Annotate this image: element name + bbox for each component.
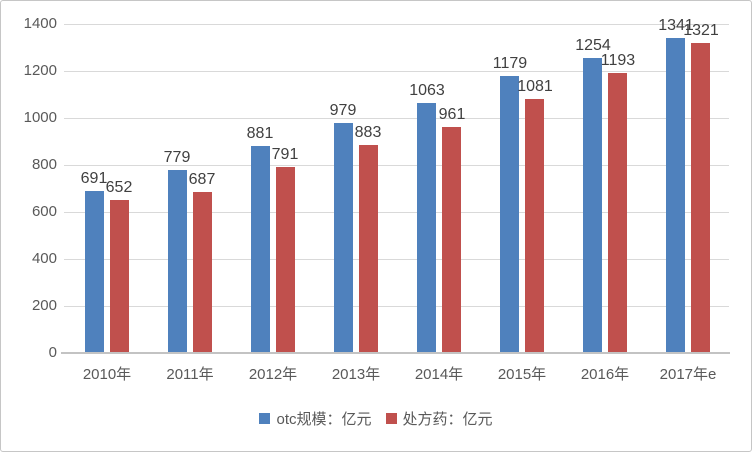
rx-bar xyxy=(608,73,627,353)
rx-value-label: 791 xyxy=(271,146,299,163)
otc-bar xyxy=(251,146,270,353)
otc-value-label: 979 xyxy=(329,102,357,119)
rx-bar xyxy=(276,167,295,353)
otc-value-label: 1179 xyxy=(492,55,528,72)
x-axis-category-label: 2011年 xyxy=(166,366,214,383)
y-axis-tick-label: 0 xyxy=(48,344,57,361)
otc-bar xyxy=(417,103,436,353)
otc-bar xyxy=(500,76,519,353)
rx-value-label: 652 xyxy=(105,179,133,196)
otc-legend-label: otc规模：亿元 xyxy=(276,411,372,428)
otc-value-label: 1254 xyxy=(575,37,611,54)
rx-bar xyxy=(110,200,129,353)
otc-bar xyxy=(334,123,353,353)
y-axis-tick-label: 1400 xyxy=(23,15,57,32)
otc-legend-swatch-icon xyxy=(259,413,271,424)
gridline-y-1400 xyxy=(64,24,729,25)
x-axis-category-label: 2010年 xyxy=(82,366,132,383)
rx-bar xyxy=(359,145,378,353)
x-axis-category-label: 2017年e xyxy=(659,366,717,383)
gridline-y-800 xyxy=(64,165,729,166)
y-axis-tick-label: 1200 xyxy=(23,62,57,79)
x-axis-category-label: 2014年 xyxy=(414,366,464,383)
rx-value-label: 687 xyxy=(188,171,216,188)
y-axis-tick-label: 600 xyxy=(31,203,57,220)
rx-bar xyxy=(442,127,461,353)
otc-bar xyxy=(583,58,602,353)
otc-bar xyxy=(85,191,104,353)
rx-value-label: 1193 xyxy=(600,52,636,69)
rx-bar xyxy=(525,99,544,353)
x-axis-category-label: 2016年 xyxy=(580,366,630,383)
rx-value-label: 961 xyxy=(438,106,466,123)
rx-value-label: 1081 xyxy=(517,78,553,95)
x-axis-category-label: 2015年 xyxy=(497,366,547,383)
x-axis-line xyxy=(61,352,730,354)
otc-value-label: 691 xyxy=(80,170,108,187)
rx-legend-label: 处方药：亿元 xyxy=(402,411,493,428)
x-axis-category-label: 2013年 xyxy=(331,366,381,383)
rx-value-label: 1321 xyxy=(683,22,719,39)
gridline-y-600 xyxy=(64,212,729,213)
legend-item-rx: 处方药：亿元 xyxy=(385,408,493,429)
otc-value-label: 1341 xyxy=(658,17,694,34)
otc-value-label: 1063 xyxy=(409,82,445,99)
otc-value-label: 881 xyxy=(246,125,274,142)
gridline-y-400 xyxy=(64,259,729,260)
rx-bar xyxy=(193,192,212,353)
rx-value-label: 883 xyxy=(354,124,382,141)
rx-bar xyxy=(691,43,710,353)
gridline-y-1200 xyxy=(64,71,729,72)
y-axis-tick-label: 200 xyxy=(31,297,57,314)
y-axis-tick-label: 1000 xyxy=(23,109,57,126)
otc-bar xyxy=(168,170,187,353)
y-axis-tick-label: 800 xyxy=(31,156,57,173)
gridline-y-1000 xyxy=(64,118,729,119)
y-axis-tick-label: 400 xyxy=(31,250,57,267)
x-axis-category-label: 2012年 xyxy=(248,366,298,383)
otc-value-label: 779 xyxy=(163,149,191,166)
gridline-y-200 xyxy=(64,306,729,307)
chart-legend: otc规模：亿元 处方药：亿元 xyxy=(1,408,751,429)
legend-item-otc: otc规模：亿元 xyxy=(259,408,372,429)
rx-legend-swatch-icon xyxy=(385,413,397,424)
otc-bar xyxy=(666,38,685,353)
